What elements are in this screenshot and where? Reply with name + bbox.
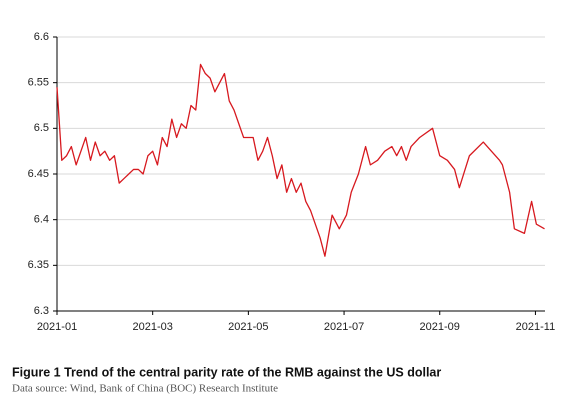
x-tick-label: 2021-03 xyxy=(132,321,172,333)
y-tick-label: 6.4 xyxy=(34,214,49,226)
x-tick-label: 2021-07 xyxy=(324,321,364,333)
x-tick-label: 2021-11 xyxy=(516,321,556,333)
y-tick-label: 6.5 xyxy=(34,122,49,134)
data-line xyxy=(56,63,545,257)
x-tick-label: 2021-09 xyxy=(420,321,460,333)
y-tick-label: 6.6 xyxy=(34,31,49,43)
y-tick-label: 6.3 xyxy=(34,305,49,317)
x-tick-label: 2021-05 xyxy=(228,321,268,333)
y-tick-label: 6.35 xyxy=(28,259,49,271)
y-tick-label: 6.45 xyxy=(28,168,49,180)
x-tick-label: 2021-01 xyxy=(37,321,77,333)
chart-source: Data source: Wind, Bank of China (BOC) R… xyxy=(12,383,278,395)
chart-title: Figure 1 Trend of the central parity rat… xyxy=(12,365,441,379)
y-tick-label: 6.55 xyxy=(28,77,49,89)
